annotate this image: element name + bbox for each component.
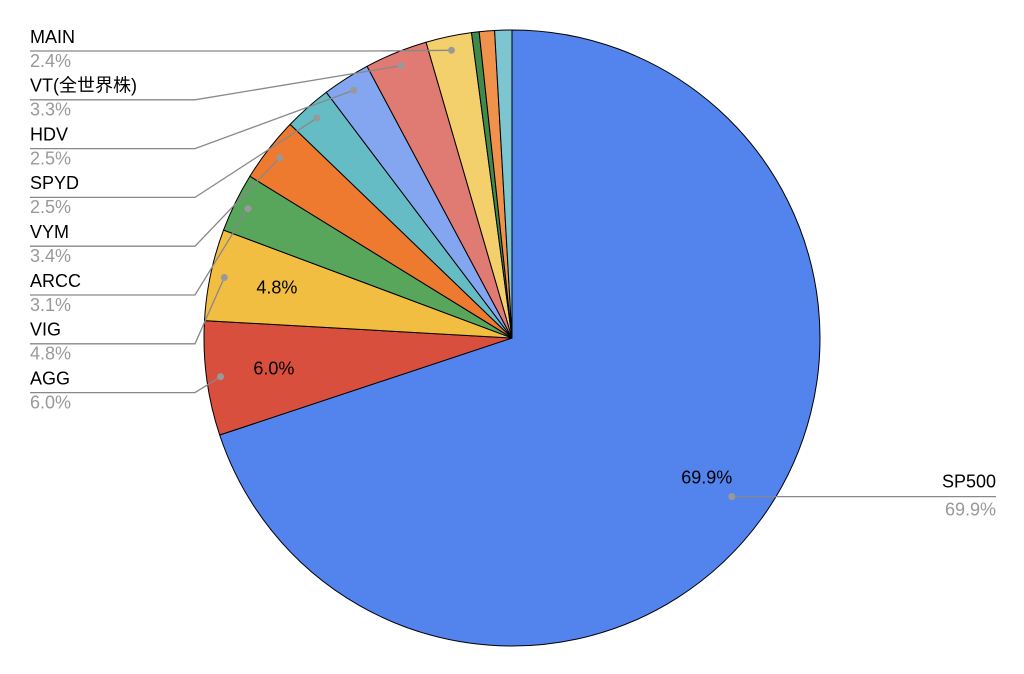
slice-value-label: 69.9% [681,467,732,487]
leader-dot [447,46,455,54]
leader-dot [350,86,358,94]
slice-value-label: 4.8% [256,277,297,297]
legend-value: 69.9% [945,499,996,519]
leader-line [30,49,452,52]
leader-line [30,117,318,199]
leader-dot [728,493,736,501]
pie-slice [219,29,821,647]
legend-label: VT(全世界株) [30,76,137,96]
legend-label: AGG [30,368,70,388]
legend-value: 2.4% [30,51,71,71]
leader-dot [244,205,252,213]
legend-label: ARCC [30,271,81,291]
legend-label: MAIN [30,27,75,47]
legend-value: 3.1% [30,295,71,315]
leader-line [30,157,281,247]
leader-dot [220,273,228,281]
legend-value: 2.5% [30,197,71,217]
legend-label: HDV [30,124,68,144]
legend-value: 3.4% [30,246,71,266]
legend-label: SP500 [942,471,996,491]
legend-label: VIG [30,320,61,340]
legend-label: SPYD [30,173,79,193]
legend-label: VYM [30,222,69,242]
pie-slice [494,29,513,339]
legend-value: 2.5% [30,148,71,168]
leader-dot [397,62,405,70]
legend-value: 4.8% [30,344,71,364]
legend-value: 3.3% [30,100,71,120]
slice-value-label: 6.0% [253,358,294,378]
leader-line [30,208,249,296]
leader-line [30,376,221,394]
leader-dot [276,154,284,162]
leader-line [30,65,402,101]
leader-line [30,89,354,150]
legend-value: 6.0% [30,392,71,412]
leader-dot [217,373,225,381]
leader-line [30,277,225,345]
leader-dot [313,114,321,122]
